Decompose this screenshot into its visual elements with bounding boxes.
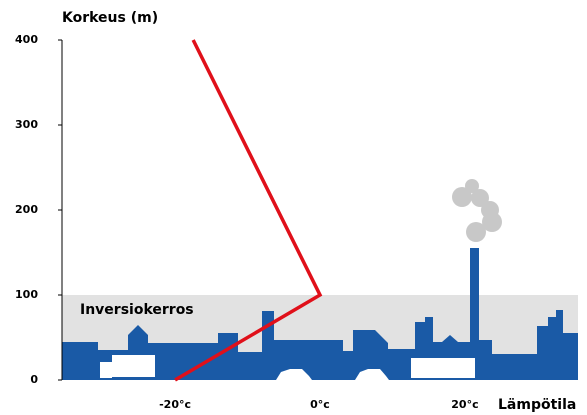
band-label: Inversiokerros (80, 302, 194, 318)
x-tick-label: -20°c (159, 398, 191, 411)
x-tick-label: 0°c (310, 398, 330, 411)
y-tick-label: 0 (30, 373, 38, 386)
y-axis-label: Korkeus (m) (62, 10, 158, 26)
y-tick-label: 200 (15, 203, 38, 216)
vehicles (100, 355, 475, 380)
y-tick-label: 100 (15, 288, 38, 301)
x-axis-label: Lämpötila (498, 397, 576, 413)
temperature-line (174, 39, 323, 382)
smoke (452, 179, 502, 242)
city-skyline (62, 179, 578, 380)
y-tick-label: 400 (15, 33, 38, 46)
buildings (62, 248, 578, 380)
y-tick-label: 300 (15, 118, 38, 131)
x-tick-label: 20°c (451, 398, 478, 411)
